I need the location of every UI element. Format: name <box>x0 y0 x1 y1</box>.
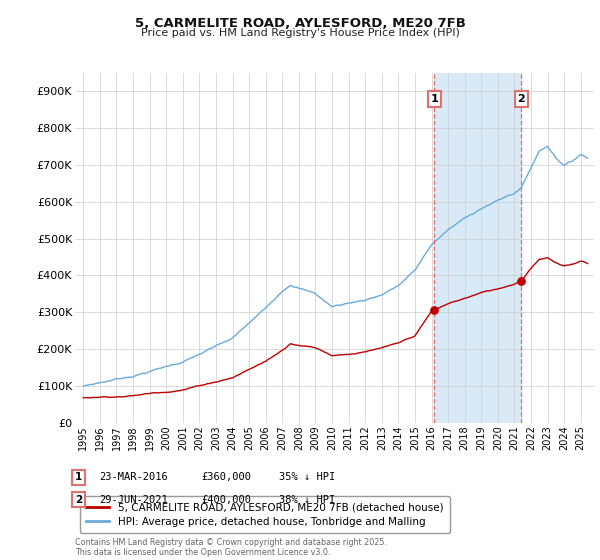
Text: 35% ↓ HPI: 35% ↓ HPI <box>279 472 335 482</box>
Text: 38% ↓ HPI: 38% ↓ HPI <box>279 494 335 505</box>
Text: 2: 2 <box>75 494 82 505</box>
Text: Contains HM Land Registry data © Crown copyright and database right 2025.
This d: Contains HM Land Registry data © Crown c… <box>75 538 387 557</box>
Point <box>517 276 526 285</box>
Text: 29-JUN-2021: 29-JUN-2021 <box>99 494 168 505</box>
Text: 1: 1 <box>430 94 438 104</box>
Text: 2: 2 <box>517 94 525 104</box>
Text: £360,000: £360,000 <box>201 472 251 482</box>
Text: 23-MAR-2016: 23-MAR-2016 <box>99 472 168 482</box>
Legend: 5, CARMELITE ROAD, AYLESFORD, ME20 7FB (detached house), HPI: Average price, det: 5, CARMELITE ROAD, AYLESFORD, ME20 7FB (… <box>80 496 449 533</box>
Text: 5, CARMELITE ROAD, AYLESFORD, ME20 7FB: 5, CARMELITE ROAD, AYLESFORD, ME20 7FB <box>134 17 466 30</box>
Text: 1: 1 <box>75 472 82 482</box>
Text: Price paid vs. HM Land Registry's House Price Index (HPI): Price paid vs. HM Land Registry's House … <box>140 28 460 38</box>
Point <box>430 306 439 315</box>
Text: £400,000: £400,000 <box>201 494 251 505</box>
Bar <box>434 73 521 423</box>
